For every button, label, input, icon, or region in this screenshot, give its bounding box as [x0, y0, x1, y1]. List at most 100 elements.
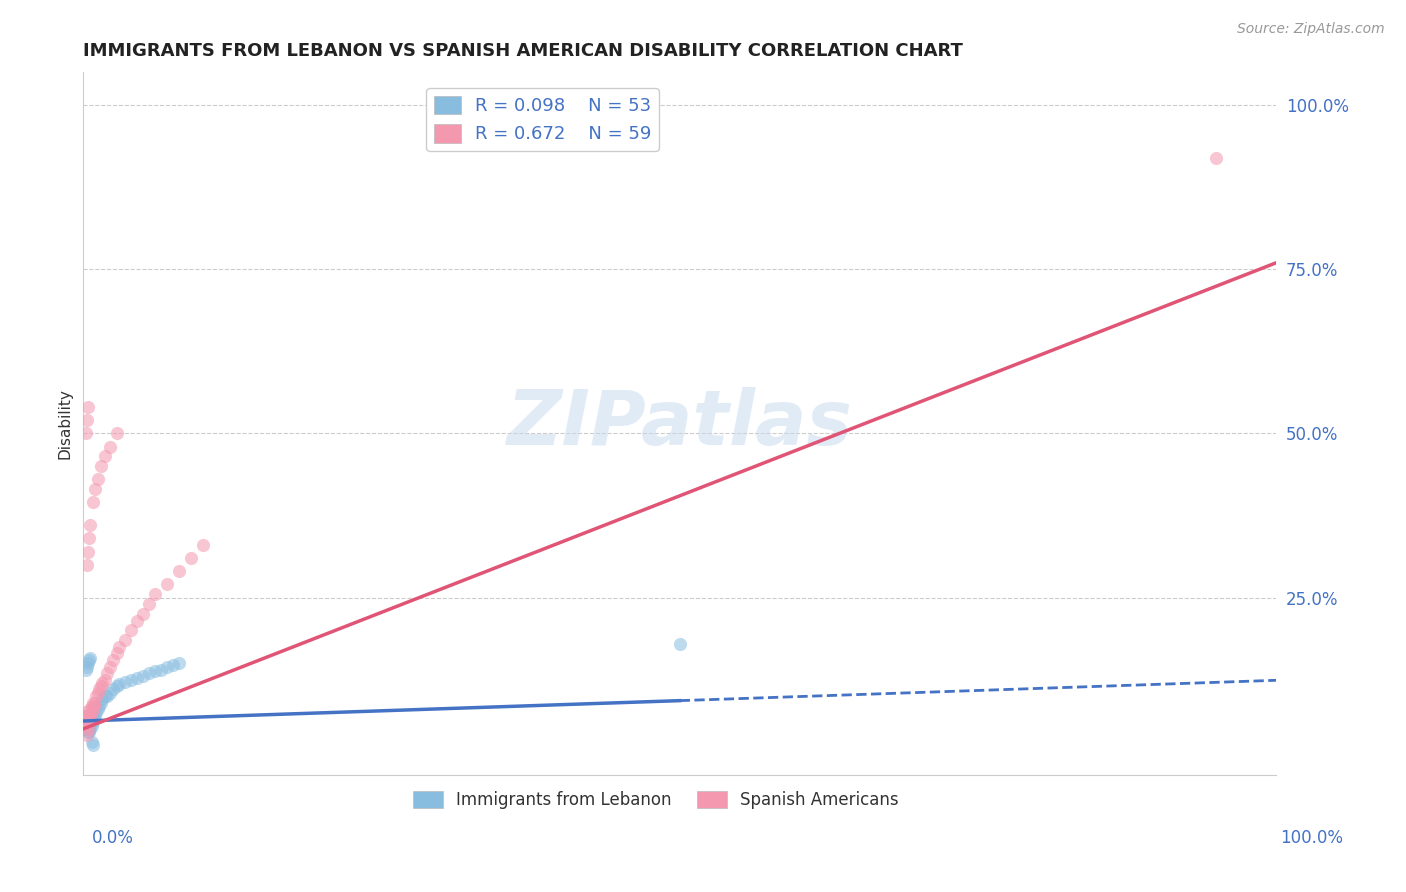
Point — [167, 657, 190, 671]
Point — [108, 677, 131, 691]
Point — [73, 712, 96, 726]
Point — [79, 518, 101, 533]
Point — [96, 666, 118, 681]
Point — [114, 674, 136, 689]
Point — [108, 640, 131, 654]
Point — [82, 715, 104, 730]
Text: Source: ZipAtlas.com: Source: ZipAtlas.com — [1237, 22, 1385, 37]
Point — [76, 718, 98, 732]
Point — [82, 739, 104, 753]
Point — [668, 636, 690, 650]
Point — [90, 459, 112, 474]
Point — [76, 718, 98, 732]
Point — [125, 614, 148, 628]
Point — [79, 722, 101, 736]
Point — [91, 676, 114, 690]
Point — [73, 715, 96, 730]
Point — [75, 708, 97, 723]
Point — [98, 440, 121, 454]
Point — [80, 698, 103, 713]
Point — [76, 715, 98, 730]
Point — [105, 426, 128, 441]
Point — [75, 663, 97, 677]
Point — [87, 682, 110, 697]
Point — [120, 624, 142, 638]
Point — [77, 712, 100, 726]
Point — [86, 706, 108, 720]
Point — [143, 587, 166, 601]
Point — [77, 544, 100, 558]
Point — [80, 735, 103, 749]
Point — [77, 718, 100, 732]
Point — [77, 712, 100, 726]
Legend: Immigrants from Lebanon, Spanish Americans: Immigrants from Lebanon, Spanish America… — [406, 784, 905, 815]
Point — [180, 551, 202, 566]
Point — [90, 696, 112, 710]
Text: 0.0%: 0.0% — [91, 829, 134, 847]
Point — [80, 712, 103, 726]
Point — [98, 686, 121, 700]
Point — [86, 689, 108, 703]
Point — [77, 715, 100, 730]
Point — [75, 718, 97, 732]
Point — [77, 722, 100, 736]
Point — [120, 673, 142, 687]
Point — [77, 725, 100, 739]
Point — [75, 715, 97, 730]
Point — [75, 706, 97, 720]
Point — [83, 712, 105, 726]
Point — [86, 472, 108, 486]
Point — [77, 401, 100, 415]
Point — [86, 686, 108, 700]
Point — [77, 653, 100, 667]
Point — [94, 673, 117, 687]
Point — [82, 702, 104, 716]
Point — [138, 597, 160, 611]
Point — [191, 538, 214, 552]
Point — [87, 698, 110, 713]
Point — [76, 722, 98, 736]
Point — [96, 689, 118, 703]
Point — [76, 413, 98, 427]
Point — [75, 426, 97, 441]
Point — [132, 607, 155, 621]
Point — [84, 708, 107, 723]
Point — [77, 722, 100, 736]
Point — [138, 666, 160, 681]
Point — [94, 689, 117, 703]
Point — [162, 657, 184, 672]
Point — [80, 706, 103, 720]
Point — [143, 664, 166, 678]
Point — [90, 679, 112, 693]
Point — [80, 718, 103, 732]
Point — [76, 728, 98, 742]
Point — [79, 651, 101, 665]
Point — [76, 708, 98, 723]
Point — [94, 450, 117, 464]
Text: ZIPatlas: ZIPatlas — [506, 386, 852, 460]
Point — [84, 483, 107, 497]
Point — [76, 558, 98, 572]
Point — [75, 712, 97, 726]
Point — [149, 663, 172, 677]
Point — [1205, 151, 1227, 165]
Point — [114, 633, 136, 648]
Point — [82, 696, 104, 710]
Point — [98, 659, 121, 673]
Point — [101, 682, 124, 697]
Point — [105, 679, 128, 693]
Point — [84, 696, 107, 710]
Point — [86, 702, 108, 716]
Point — [77, 708, 100, 723]
Point — [79, 708, 101, 723]
Point — [77, 708, 100, 723]
Point — [82, 708, 104, 723]
Point — [75, 708, 97, 723]
Point — [132, 669, 155, 683]
Y-axis label: Disability: Disability — [58, 388, 72, 459]
Point — [83, 698, 105, 713]
Point — [76, 712, 98, 726]
Point — [79, 702, 101, 716]
Point — [125, 671, 148, 685]
Point — [77, 657, 100, 671]
